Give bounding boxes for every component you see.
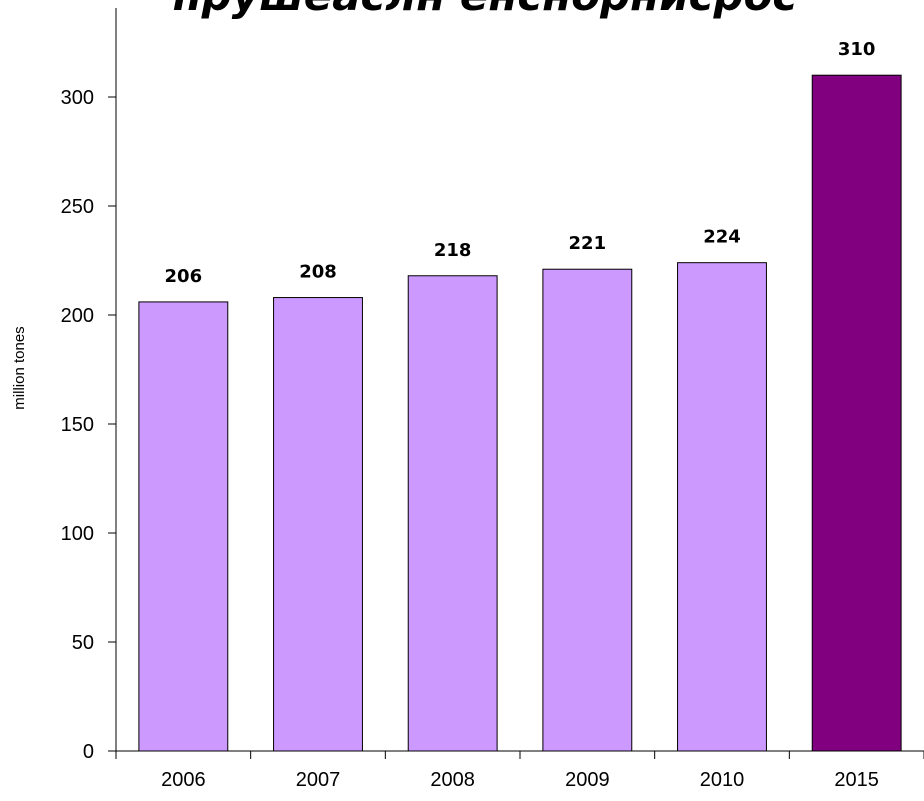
x-tick-label: 2008: [430, 769, 475, 791]
bars: [138, 74, 902, 752]
x-ticks: 2006 2007 2008 2009 2010 2015: [115, 751, 924, 791]
bar-2009: [542, 268, 633, 752]
x-tick-label: 2006: [161, 769, 206, 791]
y-tick-label: 300: [61, 87, 94, 109]
y-ticks: 0 50 100 150 200 250 300: [61, 87, 116, 763]
y-tick-label: 200: [61, 305, 94, 327]
x-tick-label: 2007: [296, 769, 341, 791]
bar-2006: [138, 301, 229, 752]
data-label-2009: 221: [569, 233, 607, 254]
bar-2008: [407, 275, 498, 752]
x-tick-label: 2010: [700, 769, 745, 791]
bar-2007: [273, 297, 363, 752]
bar-2015: [811, 74, 902, 752]
data-label-2008: 218: [434, 240, 472, 261]
x-tick-label: 2015: [834, 769, 879, 791]
data-label-2010: 224: [703, 227, 741, 248]
data-label-2007: 208: [299, 262, 337, 283]
y-axis-title: million tones: [11, 326, 28, 409]
data-label-2015: 310: [838, 39, 876, 60]
y-tick-label: 0: [83, 741, 94, 763]
bar-2010: [677, 262, 767, 752]
data-label-2006: 206: [165, 266, 203, 287]
y-tick-label: 250: [61, 196, 94, 218]
bar-labels: 206 208 218 221 224 310: [165, 39, 876, 287]
x-tick-label: 2009: [565, 769, 610, 791]
y-tick-label: 50: [72, 632, 94, 654]
chart-title: прушеаслн енснорнисрос: [173, 0, 798, 20]
y-tick-label: 100: [61, 523, 94, 545]
y-tick-label: 150: [61, 414, 94, 436]
